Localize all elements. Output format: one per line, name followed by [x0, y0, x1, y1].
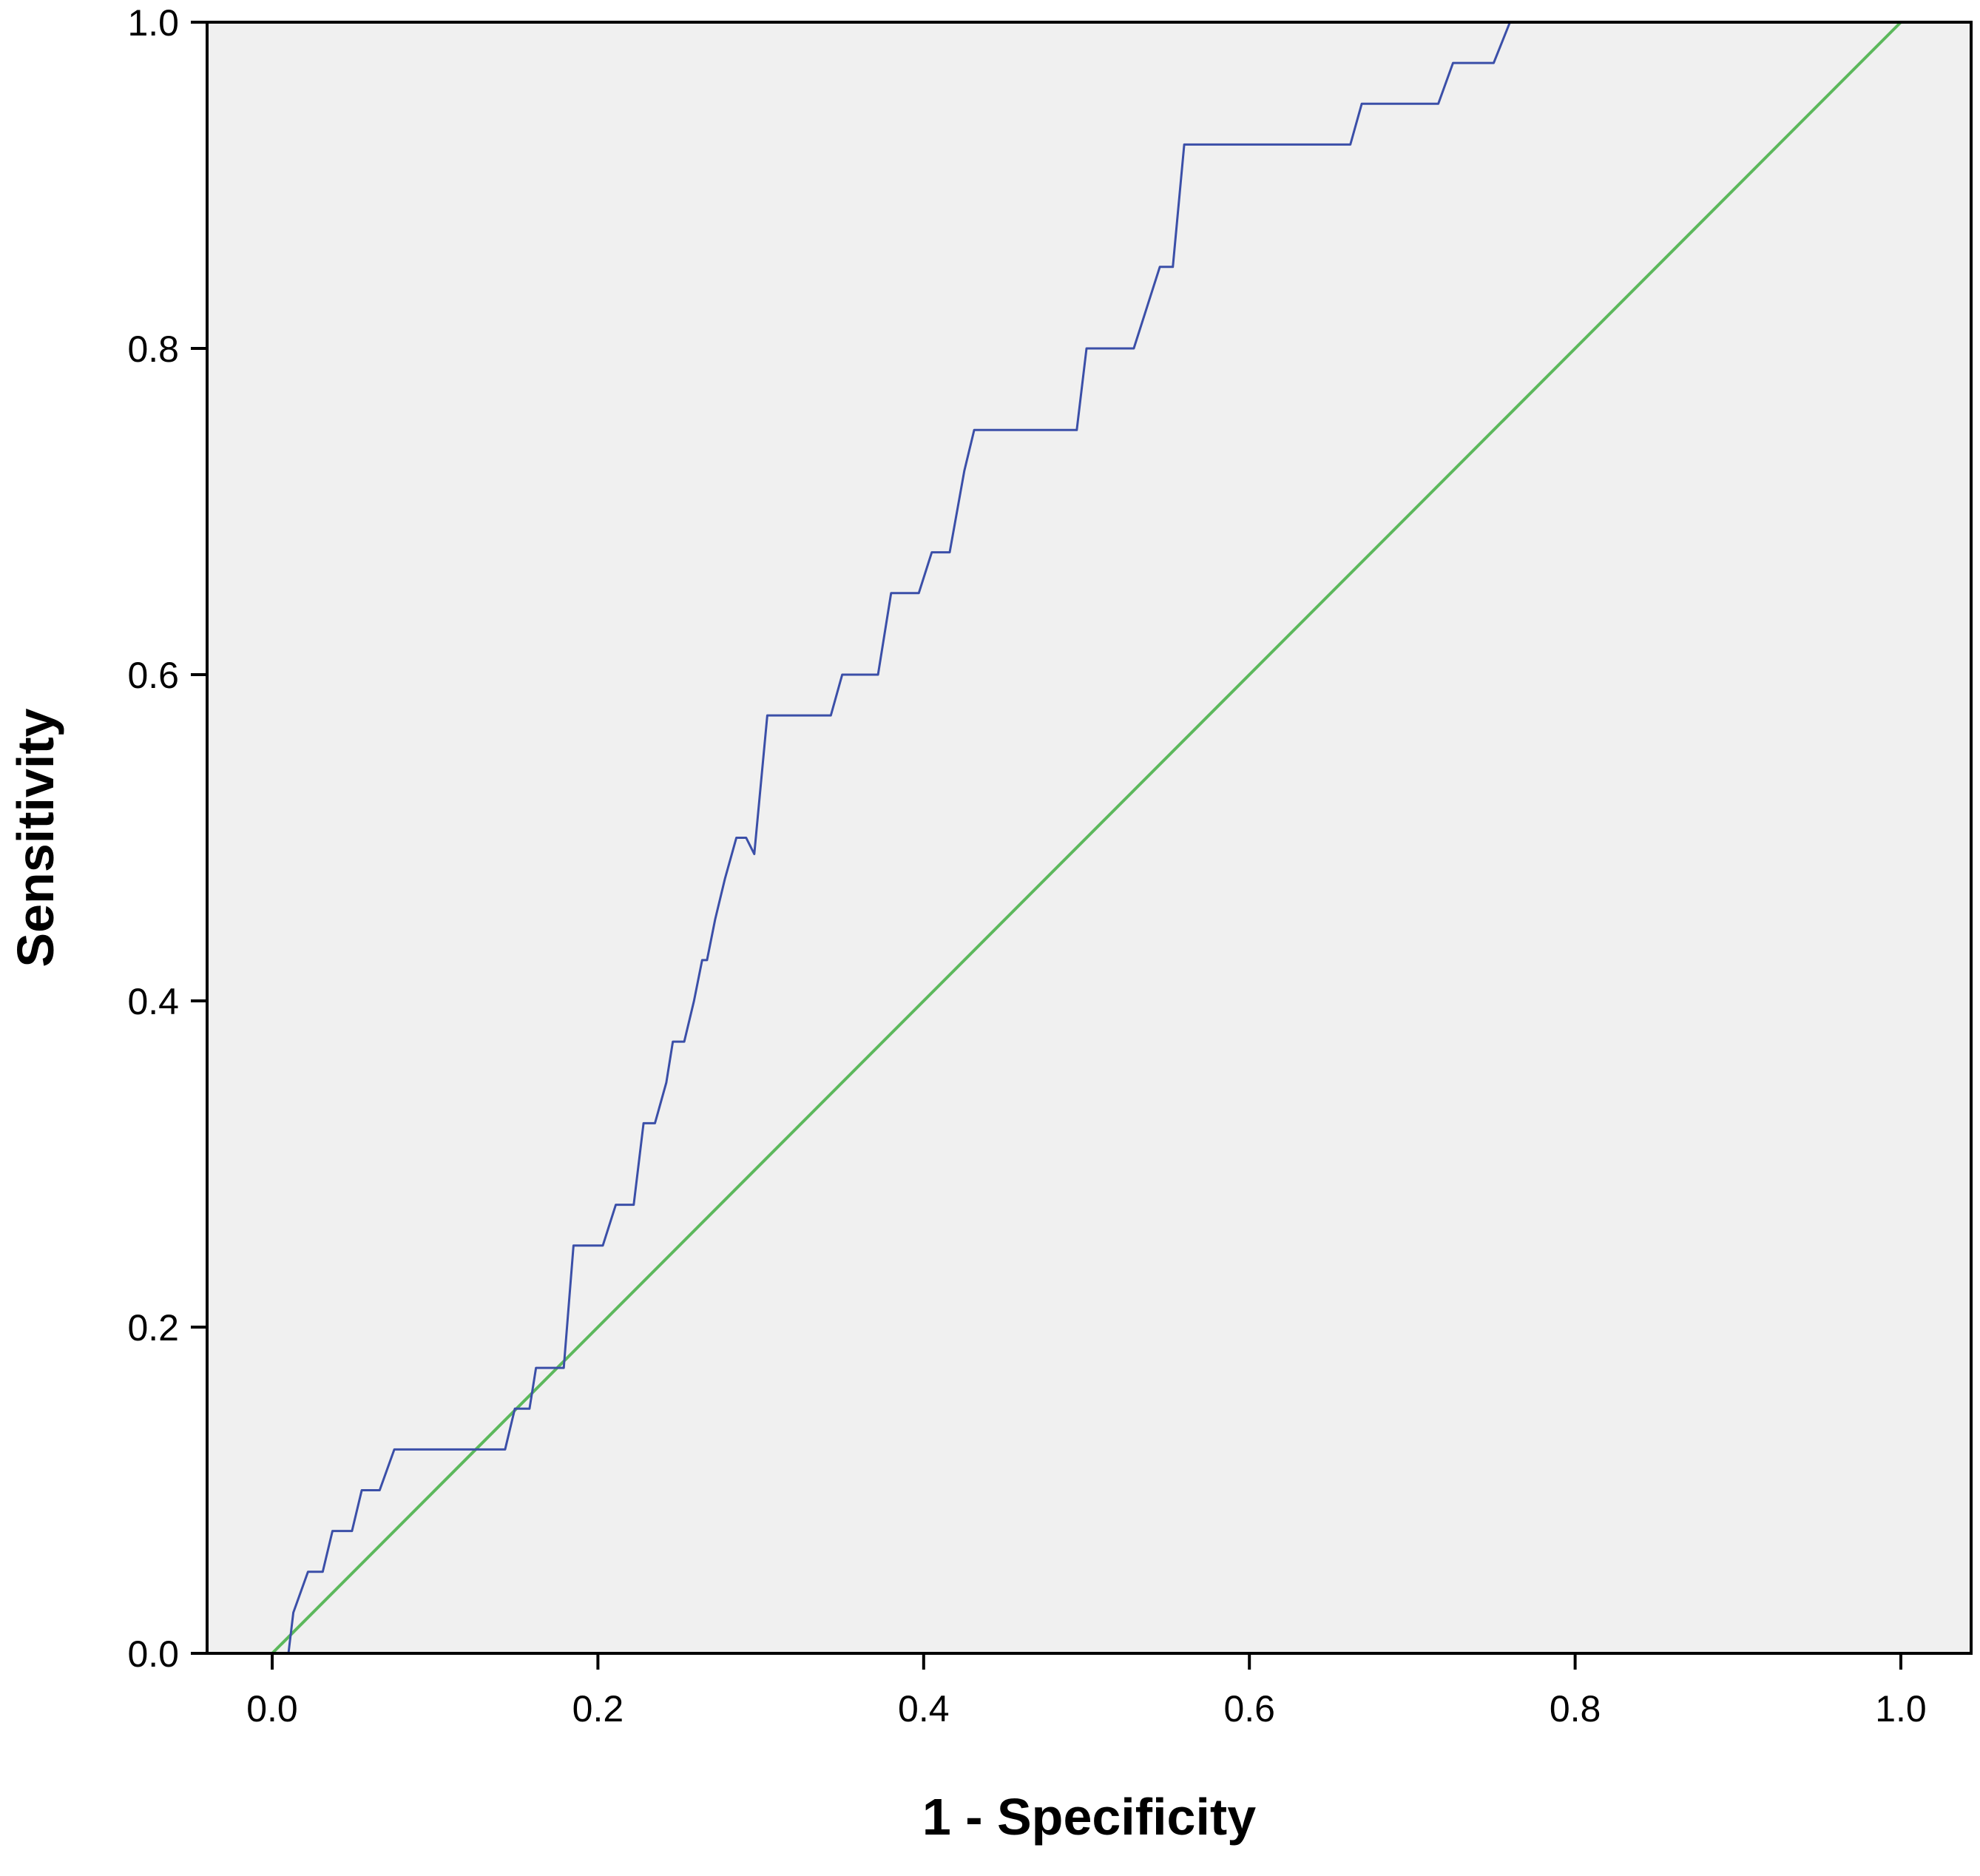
- reference-line-layer: [271, 21, 1902, 1655]
- y-tick-label: 1.0: [127, 2, 179, 44]
- y-tick-label: 0.0: [127, 1633, 179, 1675]
- x-tick-label: 0.4: [898, 1688, 950, 1730]
- x-tick-label: 0.2: [572, 1688, 624, 1730]
- plot-area: [207, 22, 1971, 1653]
- y-axis: 0.0 0.2 0.4 0.6 0.8 1.0: [127, 2, 207, 1675]
- plot-frame: [206, 21, 1973, 1655]
- x-tick-label: 0.0: [246, 1688, 298, 1730]
- x-tick-label: 0.6: [1223, 1688, 1275, 1730]
- y-tick-label: 0.4: [127, 981, 179, 1022]
- y-tick-label: 0.2: [127, 1307, 179, 1349]
- y-tick-label: 0.6: [127, 655, 179, 696]
- roc-curve-line: [287, 21, 1901, 1654]
- y-tick-label: 0.8: [127, 328, 179, 370]
- x-axis: 0.0 0.2 0.4 0.6 0.8 1.0: [246, 1653, 1927, 1730]
- x-tick-label: 0.8: [1550, 1688, 1601, 1730]
- y-axis-title: Sensitivity: [7, 708, 64, 967]
- x-tick-label: 1.0: [1875, 1688, 1927, 1730]
- roc-curve-layer: [287, 21, 1901, 1654]
- reference-line: [271, 21, 1902, 1655]
- x-axis-title: 1 - Specificity: [922, 1788, 1256, 1846]
